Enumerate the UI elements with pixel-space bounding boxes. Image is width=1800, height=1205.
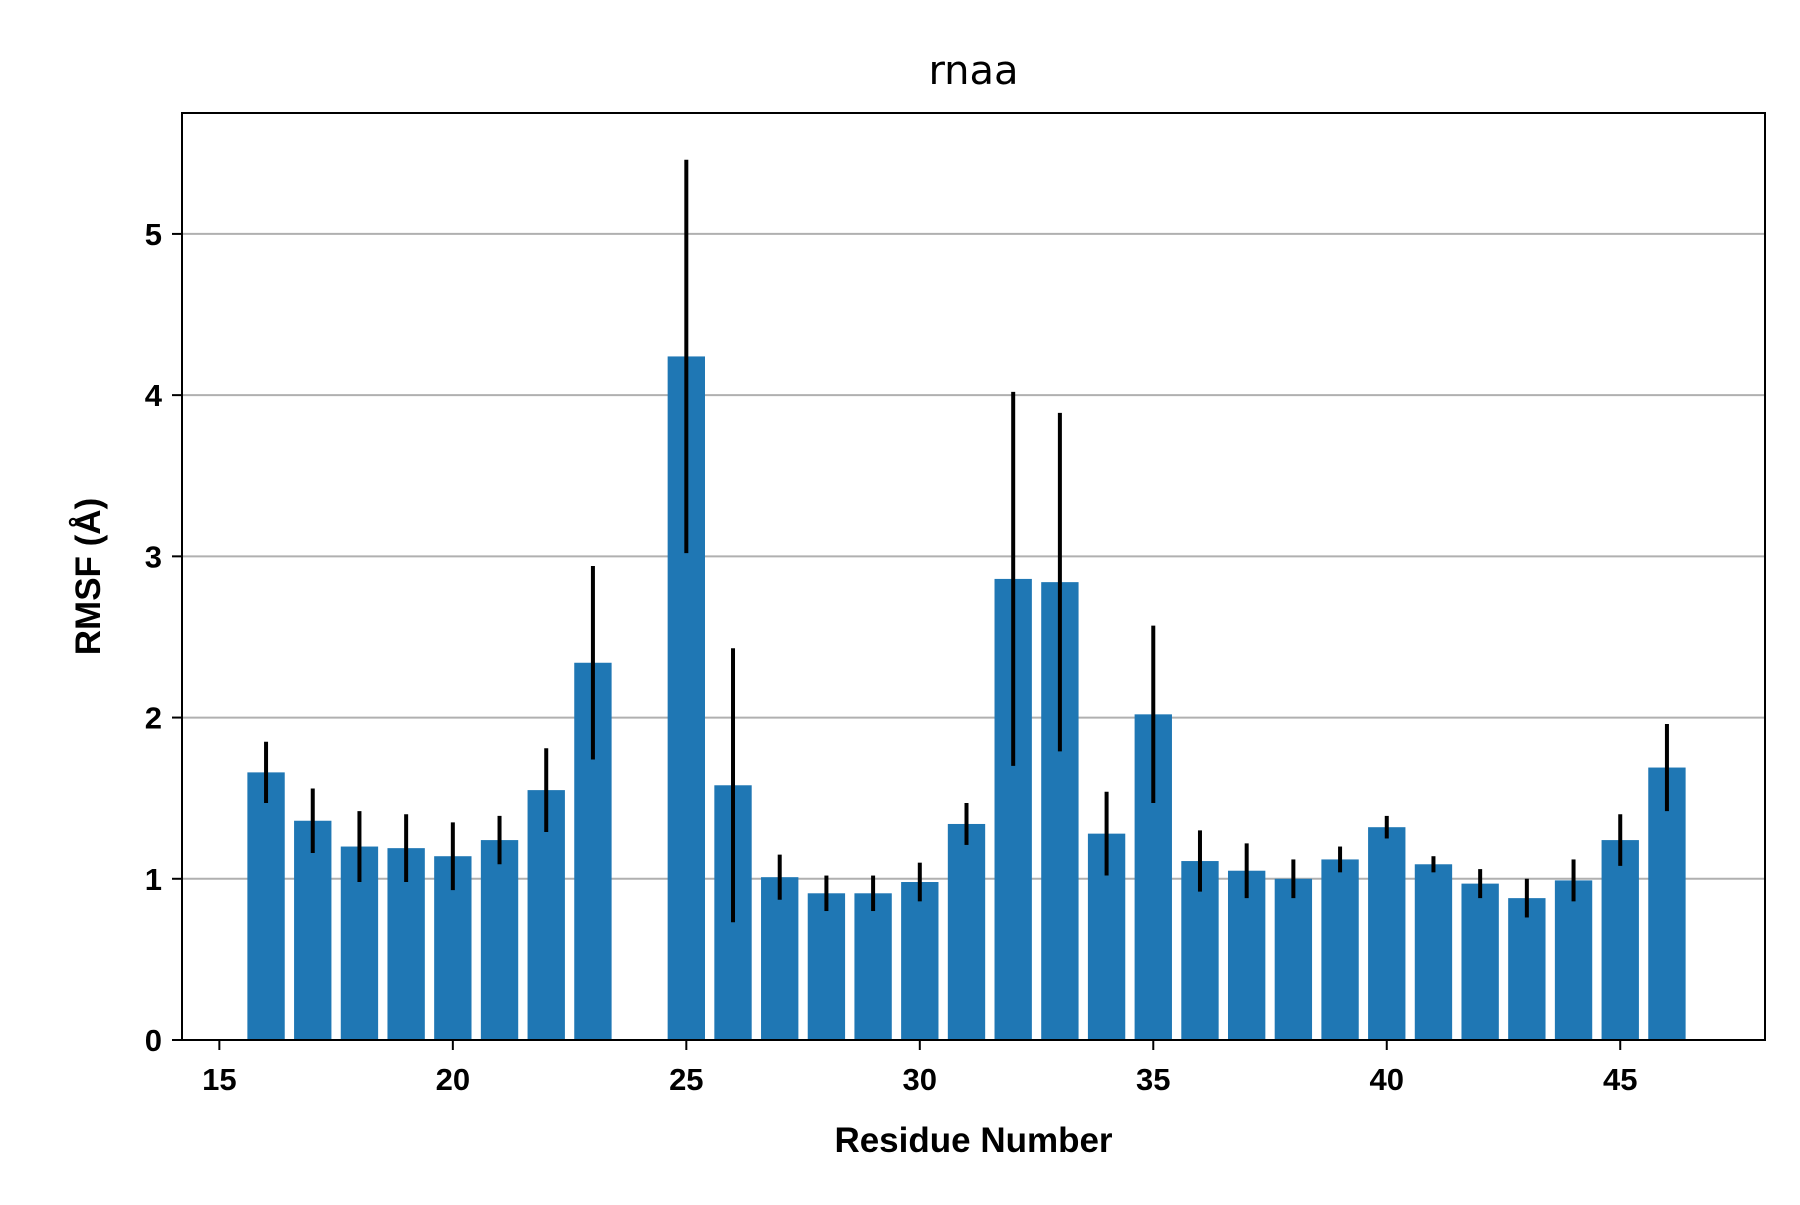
- x-axis-label: Residue Number: [834, 1121, 1112, 1160]
- bar: [947, 823, 986, 1040]
- x-tick-label: 35: [1136, 1062, 1170, 1097]
- x-tick-label: 20: [436, 1062, 470, 1097]
- y-tick-label: 5: [145, 217, 162, 252]
- x-tick-label: 30: [903, 1062, 937, 1097]
- x-axis-ticks: 15 20 25 30 35 40 45: [202, 1040, 1637, 1097]
- y-tick-label: 3: [145, 539, 162, 574]
- error-bars: [264, 159, 1669, 923]
- bar: [1274, 878, 1313, 1040]
- x-tick-label: 40: [1370, 1062, 1404, 1097]
- bar: [807, 893, 846, 1040]
- y-tick-label: 1: [145, 862, 162, 897]
- bar: [480, 840, 519, 1040]
- x-tick-label: 45: [1603, 1062, 1637, 1097]
- y-axis-label: RMSF (Å): [68, 498, 108, 655]
- bar: [1554, 880, 1593, 1040]
- bar: [1368, 827, 1406, 1040]
- bar: [1508, 898, 1546, 1040]
- plot-frame: [181, 112, 1766, 1041]
- x-tick-label: 15: [202, 1062, 236, 1097]
- bar: [1461, 883, 1499, 1040]
- bar: [1601, 840, 1639, 1040]
- y-tick-label: 4: [145, 378, 163, 413]
- bar: [1227, 870, 1266, 1040]
- chart-title: rnaa: [928, 48, 1018, 94]
- y-tick-label: 2: [145, 701, 162, 736]
- y-tick-label: 0: [145, 1023, 162, 1058]
- bar: [1414, 864, 1453, 1040]
- x-tick-label: 25: [669, 1062, 703, 1097]
- y-axis-ticks: 0 1 2 3 4 5: [145, 217, 182, 1058]
- bar: [294, 820, 332, 1040]
- bar: [1321, 859, 1359, 1040]
- bar: [247, 772, 285, 1040]
- bar: [901, 882, 939, 1040]
- bar: [854, 893, 892, 1040]
- bar: [1648, 767, 1686, 1040]
- bar: [761, 877, 799, 1040]
